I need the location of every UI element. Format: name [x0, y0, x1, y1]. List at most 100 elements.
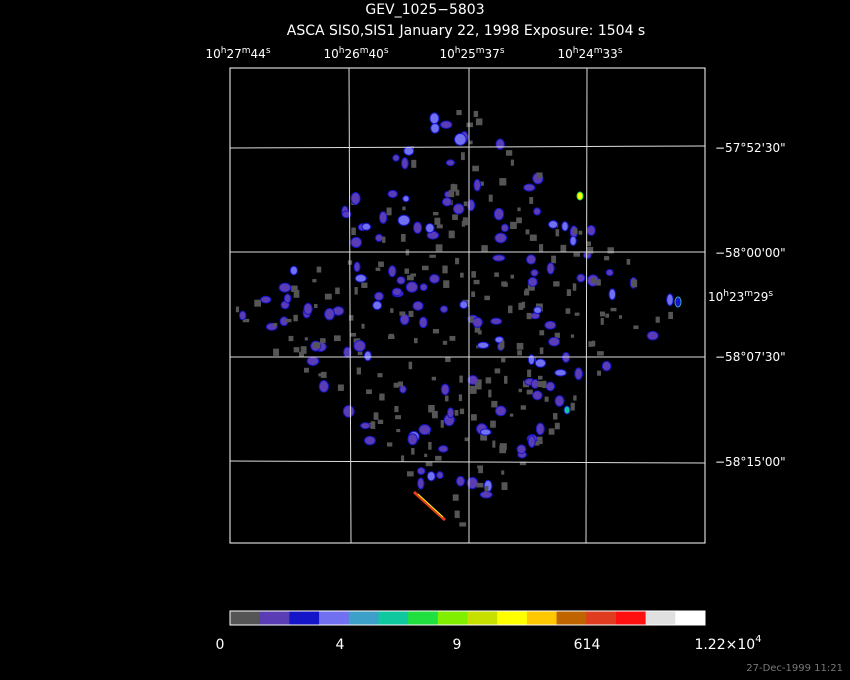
source: [429, 112, 440, 125]
label-part: 24: [578, 47, 593, 61]
superscript: s: [768, 289, 773, 299]
faint-source: [377, 419, 384, 425]
faint-source: [537, 375, 543, 380]
source: [601, 360, 612, 372]
faint-source: [572, 283, 577, 291]
superscript: s: [384, 46, 389, 56]
source: [533, 306, 543, 314]
faint-source: [394, 406, 399, 413]
faint-source: [525, 229, 530, 235]
faint-source: [242, 318, 250, 323]
colorbar-frame: [229, 610, 706, 626]
source: [278, 282, 292, 293]
faint-source: [521, 301, 526, 309]
source: [363, 435, 376, 446]
faint-source: [442, 340, 448, 345]
faint-source: [390, 308, 394, 313]
faint-source: [490, 420, 496, 428]
label-part: 10: [205, 47, 220, 61]
source: [324, 307, 335, 321]
faint-source: [422, 265, 429, 271]
faint-source: [314, 303, 318, 309]
superscript: h: [573, 46, 579, 56]
faint-source: [517, 207, 521, 212]
source: [472, 316, 483, 328]
faint-source: [470, 385, 477, 394]
dec-label: −58°00'00": [715, 246, 786, 260]
source: [350, 191, 361, 205]
source: [527, 276, 538, 287]
faint-source: [464, 437, 469, 442]
label-part: 40: [369, 47, 384, 61]
source: [353, 261, 361, 273]
faint-source: [534, 440, 540, 446]
faint-source: [619, 315, 623, 319]
source: [372, 300, 383, 311]
dec-label: −57°52'30": [715, 141, 786, 155]
source: [289, 265, 298, 276]
faint-source: [399, 311, 406, 316]
faint-source: [484, 485, 489, 492]
faint-source: [356, 367, 362, 375]
faint-source: [473, 279, 480, 285]
label-part: 27: [226, 47, 241, 61]
faint-source: [491, 400, 498, 408]
faint-source: [631, 279, 638, 288]
faint-source: [452, 494, 459, 501]
source: [544, 320, 557, 330]
faint-source: [553, 281, 560, 287]
label-part: 10: [439, 47, 454, 61]
faint-source: [429, 254, 436, 258]
colorbar-swatch: [645, 611, 676, 625]
faint-source: [404, 268, 410, 274]
faint-source: [516, 217, 522, 224]
source: [416, 467, 426, 476]
source: [440, 383, 450, 396]
source: [546, 262, 555, 275]
faint-source: [432, 211, 439, 216]
source: [530, 269, 539, 277]
superscript: s: [500, 46, 505, 56]
faint-source: [539, 330, 545, 336]
label-part: 10: [323, 47, 338, 61]
colorbar-swatch: [437, 611, 468, 625]
faint-source: [379, 393, 385, 401]
faint-source: [428, 441, 432, 450]
faint-source: [293, 314, 298, 322]
source: [374, 291, 384, 301]
faint-source: [596, 279, 601, 286]
faint-source: [501, 358, 506, 363]
faint-source: [382, 236, 386, 243]
source: [548, 336, 561, 347]
faint-source: [604, 256, 610, 261]
faint-source: [312, 279, 317, 283]
source: [608, 288, 617, 301]
faint-source: [424, 453, 428, 458]
ra-label: 10h27m44s: [205, 46, 270, 61]
title: GEV_1025−5803: [365, 2, 484, 18]
faint-source: [455, 189, 460, 196]
faint-source: [459, 522, 467, 527]
faint-source: [553, 413, 558, 420]
ra-label: 10h25m37s: [439, 46, 504, 61]
faint-source: [560, 244, 567, 252]
colorbar-swatch: [497, 611, 528, 625]
faint-source: [273, 348, 280, 356]
faint-source: [448, 189, 455, 198]
source: [561, 221, 569, 232]
superscript: m: [360, 46, 369, 56]
source: [407, 433, 418, 446]
source: [388, 265, 397, 278]
frame: [229, 67, 706, 544]
bright-streak: [412, 490, 447, 522]
source: [490, 317, 503, 325]
faint-source: [440, 420, 444, 428]
faint-source: [393, 382, 400, 388]
label-part: 29: [753, 290, 768, 304]
source: [391, 287, 403, 297]
source: [361, 222, 372, 231]
source: [545, 381, 556, 392]
colorbar-label: 9: [453, 637, 462, 653]
superscript: 4: [755, 634, 761, 645]
